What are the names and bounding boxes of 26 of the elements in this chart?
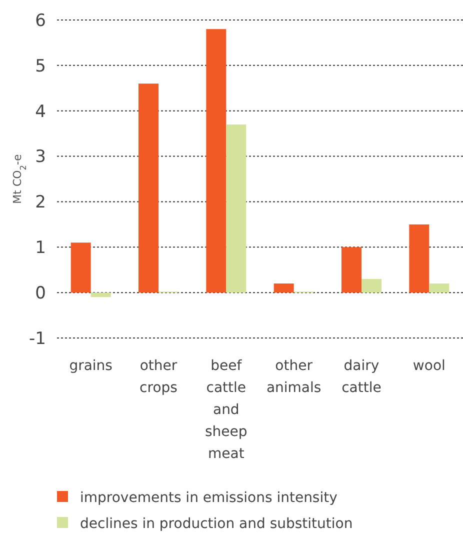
x-tick-label: beef cattle and sheep meat [205, 358, 248, 462]
bar [138, 84, 158, 293]
y-tick-label: 0 [35, 284, 46, 304]
x-tick-label: wool [412, 358, 446, 374]
bar [429, 283, 450, 293]
x-tick-label: other animals [266, 358, 322, 396]
x-tick-label: dairy cattle [342, 358, 382, 396]
y-tick-label: 2 [35, 192, 46, 213]
y-tick-label: -1 [29, 328, 46, 349]
bar [362, 278, 382, 293]
bar [70, 242, 91, 293]
bar [206, 29, 226, 293]
bar [274, 283, 294, 293]
y-tick-label: 4 [35, 102, 46, 122]
legend-label: improvements in emissions intensity [80, 490, 338, 506]
bar [90, 292, 111, 298]
bar [226, 124, 246, 293]
y-tick-label: 1 [35, 238, 46, 258]
x-tick-label: grains [69, 358, 112, 374]
bar [342, 247, 362, 293]
y-tick-label: 5 [35, 56, 46, 76]
y-tick-label: 3 [35, 147, 46, 168]
bar [409, 224, 430, 293]
x-tick-label: other crops [140, 358, 178, 396]
legend-label: declines in production and substitution [80, 516, 353, 532]
y-tick-label: 6 [35, 10, 46, 31]
